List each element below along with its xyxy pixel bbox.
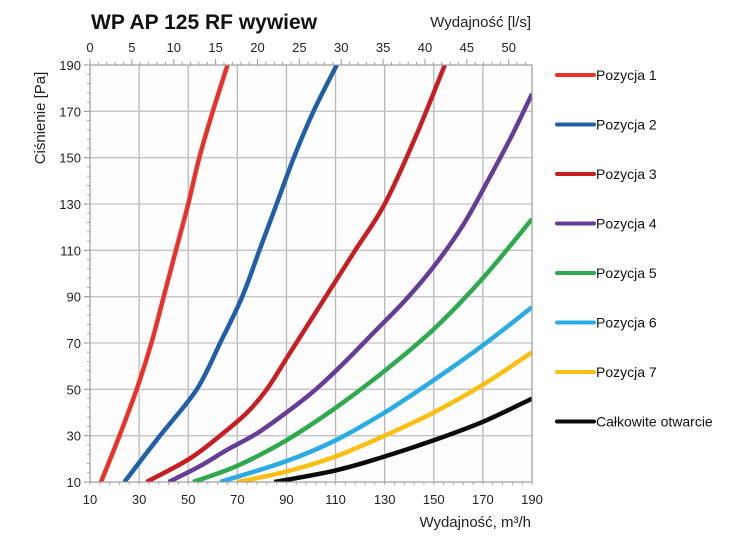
legend-label-pozycja-3: Pozycja 3 — [596, 166, 657, 182]
x-axis-label: Wydajność, m³/h — [419, 514, 531, 531]
chart-title: WP AP 125 RF wywiew — [91, 11, 318, 34]
series-line-pozycja-4 — [167, 93, 532, 482]
x2-tick-label: 45 — [460, 40, 474, 55]
x-tick-label: 70 — [230, 492, 244, 507]
y-tick-label: 30 — [67, 429, 81, 444]
x-tick-label: 50 — [181, 492, 195, 507]
grid — [89, 64, 533, 483]
plot-background — [90, 65, 532, 482]
x2-tick-label: 10 — [167, 40, 181, 55]
y-tick-label: 10 — [67, 475, 81, 490]
x2-tick-label: 40 — [418, 40, 432, 55]
x2-tick-label: 0 — [86, 40, 93, 55]
y-tick-label: 190 — [59, 58, 81, 73]
series-line-pozycja-6 — [219, 305, 532, 482]
y-tick-label: 170 — [59, 104, 81, 119]
x-tick-label: 10 — [83, 492, 97, 507]
axis-ticks: 10 30 50 70 90 110 130 150 170 190103050709011013… — [59, 40, 543, 507]
x-tick-label: 130 — [374, 492, 396, 507]
legend-label-pozycja-2: Pozycja 2 — [596, 117, 657, 133]
x2-tick-label: 25 — [292, 40, 306, 55]
x2-tick-label: 15 — [208, 40, 222, 55]
x2-axis-label: Wydajność [l/s] — [430, 14, 531, 31]
legend-label-pozycja-6: Pozycja 6 — [596, 315, 657, 331]
y-tick-label: 150 — [59, 151, 81, 166]
legend-label-ca-kowite-otwarcie: Całkowite otwarcie — [596, 414, 713, 430]
legend-label-pozycja-7: Pozycja 7 — [596, 364, 657, 380]
x2-tick-label: 35 — [376, 40, 390, 55]
y-tick-label: 130 — [59, 197, 81, 212]
legend: Pozycja 1 Pozycja 2 Pozycja 3 Pozycja 4 Pozy… — [555, 67, 713, 430]
x2-tick-label: 20 — [250, 40, 264, 55]
y-axis-label: Ciśnienie [Pa] — [32, 72, 49, 165]
series-line-ca-kowite-otwarcie — [273, 396, 532, 482]
series-line-pozycja-3 — [145, 65, 447, 482]
x-tick-label: 30 — [132, 492, 146, 507]
legend-label-pozycja-1: Pozycja 1 — [596, 67, 657, 83]
plot-frame — [89, 64, 533, 483]
series-line-pozycja-5 — [192, 217, 532, 482]
legend-label-pozycja-4: Pozycja 4 — [596, 216, 657, 232]
series-lines — [98, 65, 532, 482]
x-tick-label: 110 — [325, 492, 346, 507]
x-tick-label: 90 — [279, 492, 293, 507]
series-line-pozycja-2 — [122, 65, 339, 482]
y-tick-label: 110 — [60, 243, 81, 258]
x-tick-label: 190 — [521, 492, 543, 507]
series-line-pozycja-1 — [98, 65, 230, 482]
y-tick-label: 90 — [67, 290, 81, 305]
x2-tick-label: 5 — [128, 40, 135, 55]
y-tick-label: 50 — [67, 382, 81, 397]
x-tick-label: 150 — [423, 492, 445, 507]
x-tick-label: 170 — [472, 492, 494, 507]
x2-tick-label: 30 — [334, 40, 348, 55]
series-line-pozycja-7 — [236, 350, 532, 482]
legend-label-pozycja-5: Pozycja 5 — [596, 265, 657, 281]
y-tick-label: 70 — [67, 336, 81, 351]
x2-tick-label: 50 — [501, 40, 515, 55]
